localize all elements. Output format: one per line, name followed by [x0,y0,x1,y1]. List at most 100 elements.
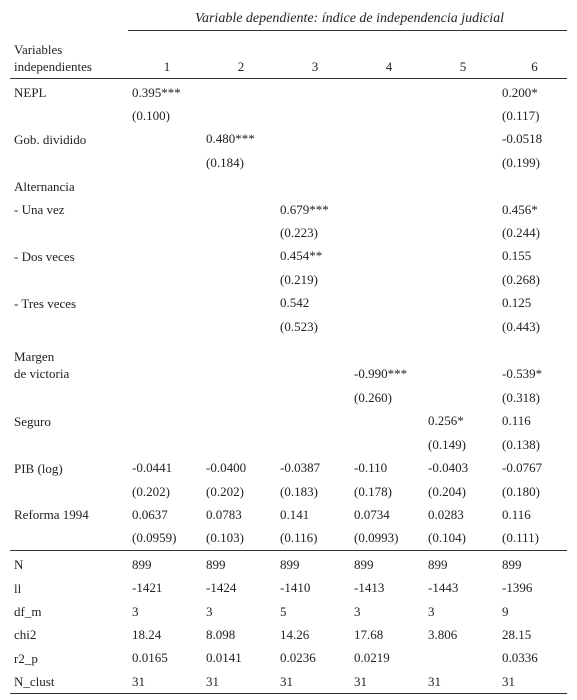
stat-row: r2_p 0.0165 0.0141 0.0236 0.0219 0.0336 [10,647,567,670]
cell [350,245,424,268]
row-label: - Una vez [10,198,128,221]
column-header: 1 [128,30,202,79]
cell: (0.268) [502,271,540,287]
table-title: Variable dependiente: índice de independ… [128,8,568,31]
cell [128,386,202,409]
label-line: PIB (log) [14,460,63,476]
stat-row: ll -1421 -1424 -1410 -1413 -1443 -1396 [10,576,567,599]
label-line: - Una vez [14,202,65,218]
label-line: N [14,557,24,573]
cell: 0.395*** [132,84,181,100]
title-row: Variable dependiente: índice de independ… [10,8,568,31]
label-line: NEPL [14,85,47,101]
cell: -0.0767 [502,460,543,476]
cell: 0.0236 [280,650,316,666]
cell: (0.523) [280,318,318,334]
cell [424,175,498,198]
row-label: Alternancia [10,175,128,198]
cell [350,433,424,456]
body-row: (0.523) (0.443) [10,315,567,338]
cell: (0.219) [280,271,318,287]
cell [202,221,276,244]
cell: -0.0387 [280,460,321,476]
body-row: PIB (log) -0.0441 -0.0400 -0.0387 -0.110 -0.0… [10,456,567,479]
row-label: - Tres veces [10,292,128,315]
body-row: (0.223) (0.244) [10,221,567,244]
row-label: Seguro [10,410,128,433]
row-label: NEPL [10,79,128,105]
label-line: chi2 [14,627,37,643]
label-line: N_clust [14,674,55,690]
cell: 0.125 [502,295,532,311]
body-row: Gob. dividido 0.480*** -0.0518 [10,128,567,151]
cell: 0.116 [502,506,531,522]
row-label: N_clust [10,669,128,695]
body-row: (0.100) (0.117) [10,104,567,127]
cell: (0.0993) [354,530,399,546]
cell: 31 [128,669,202,695]
row-label [10,527,128,551]
body-row: - Una vez 0.679*** 0.456* [10,198,567,221]
cell [498,175,567,198]
row-label [10,315,128,338]
cell: (0.183) [280,483,318,499]
cell: -1410 [280,580,311,596]
cell: 3 [206,603,213,619]
row-label: df_m [10,600,128,623]
row-label [10,386,128,409]
cell [424,198,498,221]
label-line: Margen [14,349,55,365]
cell [202,79,276,105]
cell [424,268,498,291]
cell: 14.26 [280,626,310,642]
row-label: PIB (log) [10,456,128,479]
cell: -1413 [354,580,385,596]
cell: 0.0783 [206,506,242,522]
body-row: (0.184) (0.199) [10,151,567,174]
cell: (0.199) [502,154,540,170]
cell: 0.542 [280,295,310,311]
stat-row: chi2 18.24 8.098 14.26 17.68 3.806 28.15 [10,623,567,646]
cell: -0.0400 [206,460,247,476]
cell [128,151,202,174]
cell: (0.184) [206,154,244,170]
body-row: NEPL 0.395*** 0.200* [10,79,567,105]
label-line: Gob. dividido [14,131,87,147]
cell [350,175,424,198]
cell: (0.223) [280,225,318,241]
cell [202,175,276,198]
cell: (0.0959) [132,530,177,546]
cell [276,104,350,127]
cell [350,198,424,221]
regression-table: Variable dependiente: índice de independ… [10,8,568,695]
cell [202,245,276,268]
cell: 0.0734 [354,506,390,522]
cell [202,433,276,456]
cell [202,268,276,291]
cell: -0.0518 [502,131,543,147]
cell: -0.0441 [132,460,173,476]
body-row: (0.149) (0.138) [10,433,567,456]
cell [202,410,276,433]
cell [128,338,202,386]
cell [350,151,424,174]
cell: 3 [132,603,139,619]
cell [202,338,276,386]
cell: (0.244) [502,225,540,241]
cell [424,315,498,338]
row-label [10,268,128,291]
cell [128,175,202,198]
cell [276,433,350,456]
cell [350,292,424,315]
cell: (0.318) [502,389,540,405]
cell: 0.0637 [132,506,168,522]
cell: 0.679*** [280,201,329,217]
cell: 3 [354,603,361,619]
label-line: Variables [14,42,63,57]
cell: 3 [428,603,435,619]
body-row: Alternancia [10,175,567,198]
cell [424,151,498,174]
label-line: - Tres veces [14,295,77,311]
cell: 31 [498,669,568,695]
cell [350,221,424,244]
